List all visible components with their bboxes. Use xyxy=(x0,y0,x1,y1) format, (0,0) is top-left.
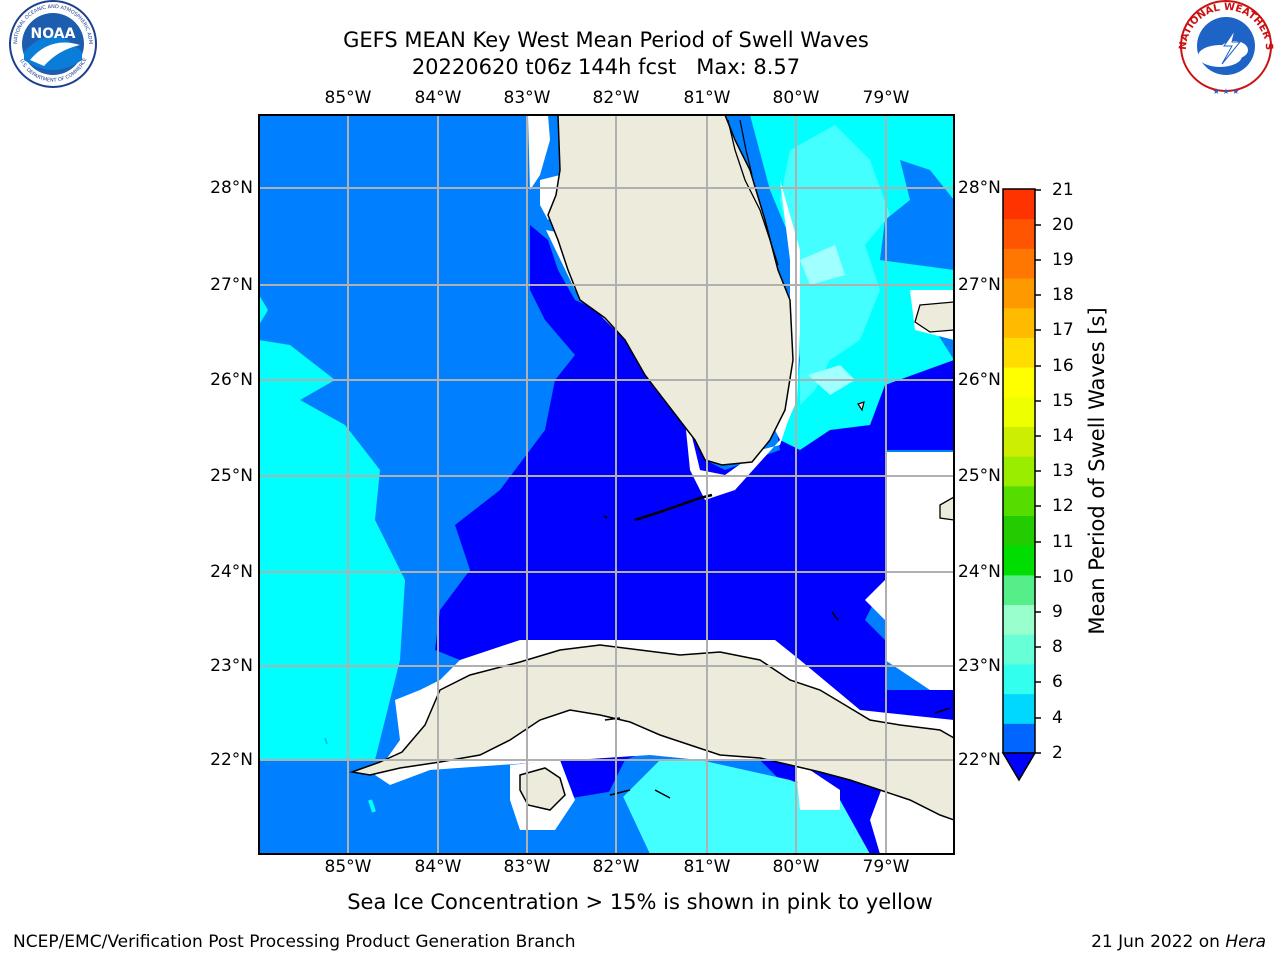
lon-label-top: 84°W xyxy=(414,88,462,108)
footer-date: 21 Jun 2022 on Hera xyxy=(1091,932,1266,952)
colorbar-tick: 9 xyxy=(1052,602,1063,622)
map-frame xyxy=(258,114,955,855)
colorbar-segment xyxy=(1003,396,1035,427)
lat-label-right: 22°N xyxy=(958,750,1001,770)
colorbar-tick: 12 xyxy=(1052,496,1074,516)
colorbar-tick: 19 xyxy=(1052,250,1074,270)
colorbar-tick: 2 xyxy=(1052,743,1063,763)
colorbar-segment xyxy=(1003,367,1035,398)
colorbar-tick: 16 xyxy=(1052,356,1074,376)
lat-label-left: 27°N xyxy=(210,275,253,295)
colorbar-segment xyxy=(1003,456,1035,487)
lon-label-bottom: 84°W xyxy=(414,857,462,877)
colorbar-tick: 20 xyxy=(1052,215,1074,235)
colorbar-segment xyxy=(1003,545,1035,576)
lon-label-top: 83°W xyxy=(503,88,551,108)
colorbar-tick: 11 xyxy=(1052,532,1074,552)
colorbar-segment xyxy=(1003,248,1035,279)
colorbar-label: Mean Period of Swell Waves [s] xyxy=(1085,307,1109,635)
lat-label-right: 24°N xyxy=(958,562,1001,582)
lat-label-right: 23°N xyxy=(958,656,1001,676)
lon-label-top: 85°W xyxy=(324,88,372,108)
lat-label-left: 22°N xyxy=(210,750,253,770)
lat-label-right: 28°N xyxy=(958,178,1001,198)
colorbar-segment xyxy=(1003,278,1035,309)
colorbar-tick: 21 xyxy=(1052,180,1074,200)
swell-period-field xyxy=(259,115,954,854)
sea-ice-caption: Sea Ice Concentration > 15% is shown in … xyxy=(347,890,933,914)
colorbar-tick: 10 xyxy=(1052,567,1074,587)
lat-label-left: 25°N xyxy=(210,466,253,486)
colorbar-segment xyxy=(1003,604,1035,635)
lat-label-left: 24°N xyxy=(210,562,253,582)
lat-label-right: 26°N xyxy=(958,370,1001,390)
colorbar-tick: 18 xyxy=(1052,285,1074,305)
lon-label-bottom: 85°W xyxy=(324,857,372,877)
colorbar-tick: 17 xyxy=(1052,320,1074,340)
svg-text:★ ★ ★: ★ ★ ★ xyxy=(1213,87,1240,96)
svg-text:NATIONAL WEATHER SERVICE: NATIONAL WEATHER SERVICE xyxy=(0,0,1274,51)
colorbar-segment xyxy=(1003,663,1035,695)
footer-host: Hera xyxy=(1225,932,1266,952)
colorbar-segment xyxy=(1003,218,1035,249)
colorbar-segment xyxy=(1003,634,1035,665)
noaa-logo: NOAA NATIONAL OCEANIC AND ATMOSPHERIC AD… xyxy=(0,0,97,88)
colorbar-tick: 6 xyxy=(1052,672,1063,692)
colorbar xyxy=(1003,189,1035,754)
colorbar-segment xyxy=(1003,693,1035,724)
colorbar-segment xyxy=(1003,723,1035,754)
colorbar-tick: 4 xyxy=(1052,708,1063,728)
lat-label-right: 27°N xyxy=(958,275,1001,295)
colorbar-segment xyxy=(1003,574,1035,606)
colorbar-segment xyxy=(1003,337,1035,368)
lon-label-top: 81°W xyxy=(683,88,731,108)
colorbar-segment xyxy=(1003,515,1035,546)
lat-label-left: 23°N xyxy=(210,656,253,676)
lon-label-top: 80°W xyxy=(772,88,820,108)
nws-ring-text: NATIONAL WEATHER SERVICE xyxy=(0,0,1274,51)
lon-label-bottom: 83°W xyxy=(503,857,551,877)
title-line-1: GEFS MEAN Key West Mean Period of Swell … xyxy=(343,28,869,52)
lat-label-left: 28°N xyxy=(210,178,253,198)
lon-label-bottom: 82°W xyxy=(592,857,640,877)
colorbar-segment xyxy=(1003,426,1035,457)
colorbar-segment xyxy=(1003,485,1035,517)
colorbar-segment xyxy=(1003,307,1035,338)
nws-logo: NATIONAL WEATHER SERVICE ★ ★ ★ xyxy=(0,0,1274,96)
footer-date-text: 21 Jun 2022 on xyxy=(1091,932,1226,952)
colorbar-extend-arrow xyxy=(1001,752,1037,782)
map-graticule xyxy=(259,115,954,854)
colorbar-tick: 8 xyxy=(1052,637,1063,657)
colorbar-tick: 13 xyxy=(1052,461,1074,481)
colorbar-tick: 15 xyxy=(1052,391,1074,411)
colorbar-tick: 14 xyxy=(1052,426,1074,446)
lon-label-bottom: 81°W xyxy=(683,857,731,877)
lon-label-bottom: 79°W xyxy=(862,857,910,877)
lon-label-bottom: 80°W xyxy=(772,857,820,877)
lat-label-right: 25°N xyxy=(958,466,1001,486)
lat-label-left: 26°N xyxy=(210,370,253,390)
colorbar-segment xyxy=(1003,189,1035,220)
title-line-2: 20220620 t06z 144h fcst Max: 8.57 xyxy=(411,55,801,79)
lon-label-top: 82°W xyxy=(592,88,640,108)
lon-label-top: 79°W xyxy=(862,88,910,108)
noaa-logo-text: NOAA xyxy=(31,26,76,42)
footer-branch: NCEP/EMC/Verification Post Processing Pr… xyxy=(13,932,576,952)
